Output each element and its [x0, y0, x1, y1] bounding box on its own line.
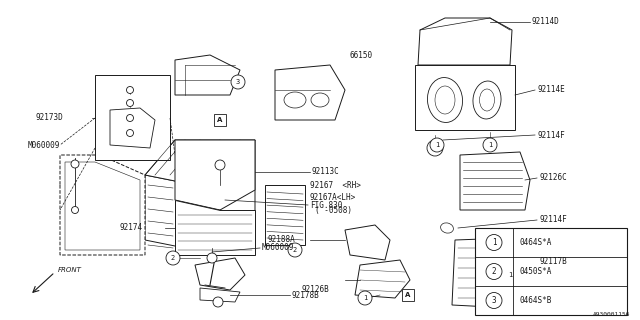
Text: 92126C: 92126C	[539, 173, 567, 182]
Circle shape	[215, 160, 225, 170]
Bar	[402, 289, 414, 301]
Polygon shape	[110, 108, 155, 148]
Text: 1: 1	[492, 238, 496, 247]
Text: 1: 1	[435, 142, 439, 148]
Text: 92173D: 92173D	[35, 114, 63, 123]
Circle shape	[231, 75, 245, 89]
Text: M060009: M060009	[262, 244, 294, 252]
Circle shape	[503, 268, 517, 282]
Text: 92188A: 92188A	[268, 236, 296, 244]
Bar	[95, 75, 170, 160]
Circle shape	[288, 243, 302, 257]
Ellipse shape	[440, 223, 453, 233]
Text: 2: 2	[171, 255, 175, 261]
Circle shape	[430, 138, 444, 152]
Text: M060009: M060009	[28, 140, 60, 149]
Text: 92114F: 92114F	[537, 131, 564, 140]
Polygon shape	[345, 225, 390, 260]
Ellipse shape	[428, 77, 463, 123]
Polygon shape	[460, 152, 530, 210]
Text: A: A	[218, 117, 223, 123]
Circle shape	[127, 115, 134, 122]
Circle shape	[486, 292, 502, 308]
Circle shape	[486, 235, 502, 251]
Ellipse shape	[479, 89, 495, 111]
Circle shape	[483, 138, 497, 152]
Circle shape	[207, 253, 217, 263]
Text: 92114E: 92114E	[537, 85, 564, 94]
Text: 92117B: 92117B	[539, 258, 567, 267]
Circle shape	[127, 86, 134, 93]
Polygon shape	[145, 175, 220, 255]
Text: ( -0508): ( -0508)	[315, 206, 352, 215]
Polygon shape	[265, 185, 305, 245]
Text: 2: 2	[293, 247, 297, 253]
Text: FIG.830: FIG.830	[310, 201, 342, 210]
Polygon shape	[195, 258, 245, 290]
Text: 92114D: 92114D	[532, 18, 560, 27]
Polygon shape	[200, 288, 240, 302]
Polygon shape	[175, 200, 255, 255]
Text: 0464S*B: 0464S*B	[519, 296, 552, 305]
Text: A930001156: A930001156	[593, 313, 630, 317]
Ellipse shape	[311, 93, 329, 107]
Polygon shape	[415, 65, 515, 130]
Text: 0450S*A: 0450S*A	[519, 267, 552, 276]
Circle shape	[72, 206, 79, 213]
Text: 92178B: 92178B	[292, 291, 320, 300]
Polygon shape	[175, 55, 240, 95]
Polygon shape	[60, 155, 145, 255]
Circle shape	[127, 100, 134, 107]
Text: 3: 3	[236, 79, 240, 85]
Circle shape	[127, 130, 134, 137]
Text: 1: 1	[488, 142, 492, 148]
Polygon shape	[355, 260, 410, 298]
Polygon shape	[175, 140, 255, 210]
Circle shape	[166, 251, 180, 265]
Text: 92167  <RH>: 92167 <RH>	[310, 180, 361, 189]
Circle shape	[427, 140, 443, 156]
Bar	[214, 114, 226, 126]
Text: 66150: 66150	[350, 51, 373, 60]
Text: 92126B: 92126B	[302, 285, 330, 294]
Text: A: A	[405, 292, 411, 298]
Text: 92113C: 92113C	[312, 167, 340, 177]
Polygon shape	[418, 18, 512, 65]
Polygon shape	[452, 238, 520, 308]
Circle shape	[486, 263, 502, 279]
Text: 92114F: 92114F	[539, 215, 567, 225]
Text: 2: 2	[492, 267, 496, 276]
Polygon shape	[145, 140, 255, 190]
Text: 1: 1	[363, 295, 367, 301]
Circle shape	[71, 160, 79, 168]
Text: 92167A<LH>: 92167A<LH>	[310, 194, 356, 203]
Polygon shape	[275, 65, 345, 120]
Text: 1: 1	[508, 272, 512, 278]
Circle shape	[213, 297, 223, 307]
Ellipse shape	[284, 92, 306, 108]
Text: 0464S*A: 0464S*A	[519, 238, 552, 247]
Polygon shape	[220, 140, 255, 255]
Bar	[475, 228, 627, 315]
Circle shape	[358, 291, 372, 305]
Text: FRONT: FRONT	[58, 267, 82, 273]
Ellipse shape	[435, 86, 455, 114]
Ellipse shape	[473, 81, 501, 119]
Text: 92174: 92174	[120, 223, 143, 233]
Text: 3: 3	[492, 296, 496, 305]
